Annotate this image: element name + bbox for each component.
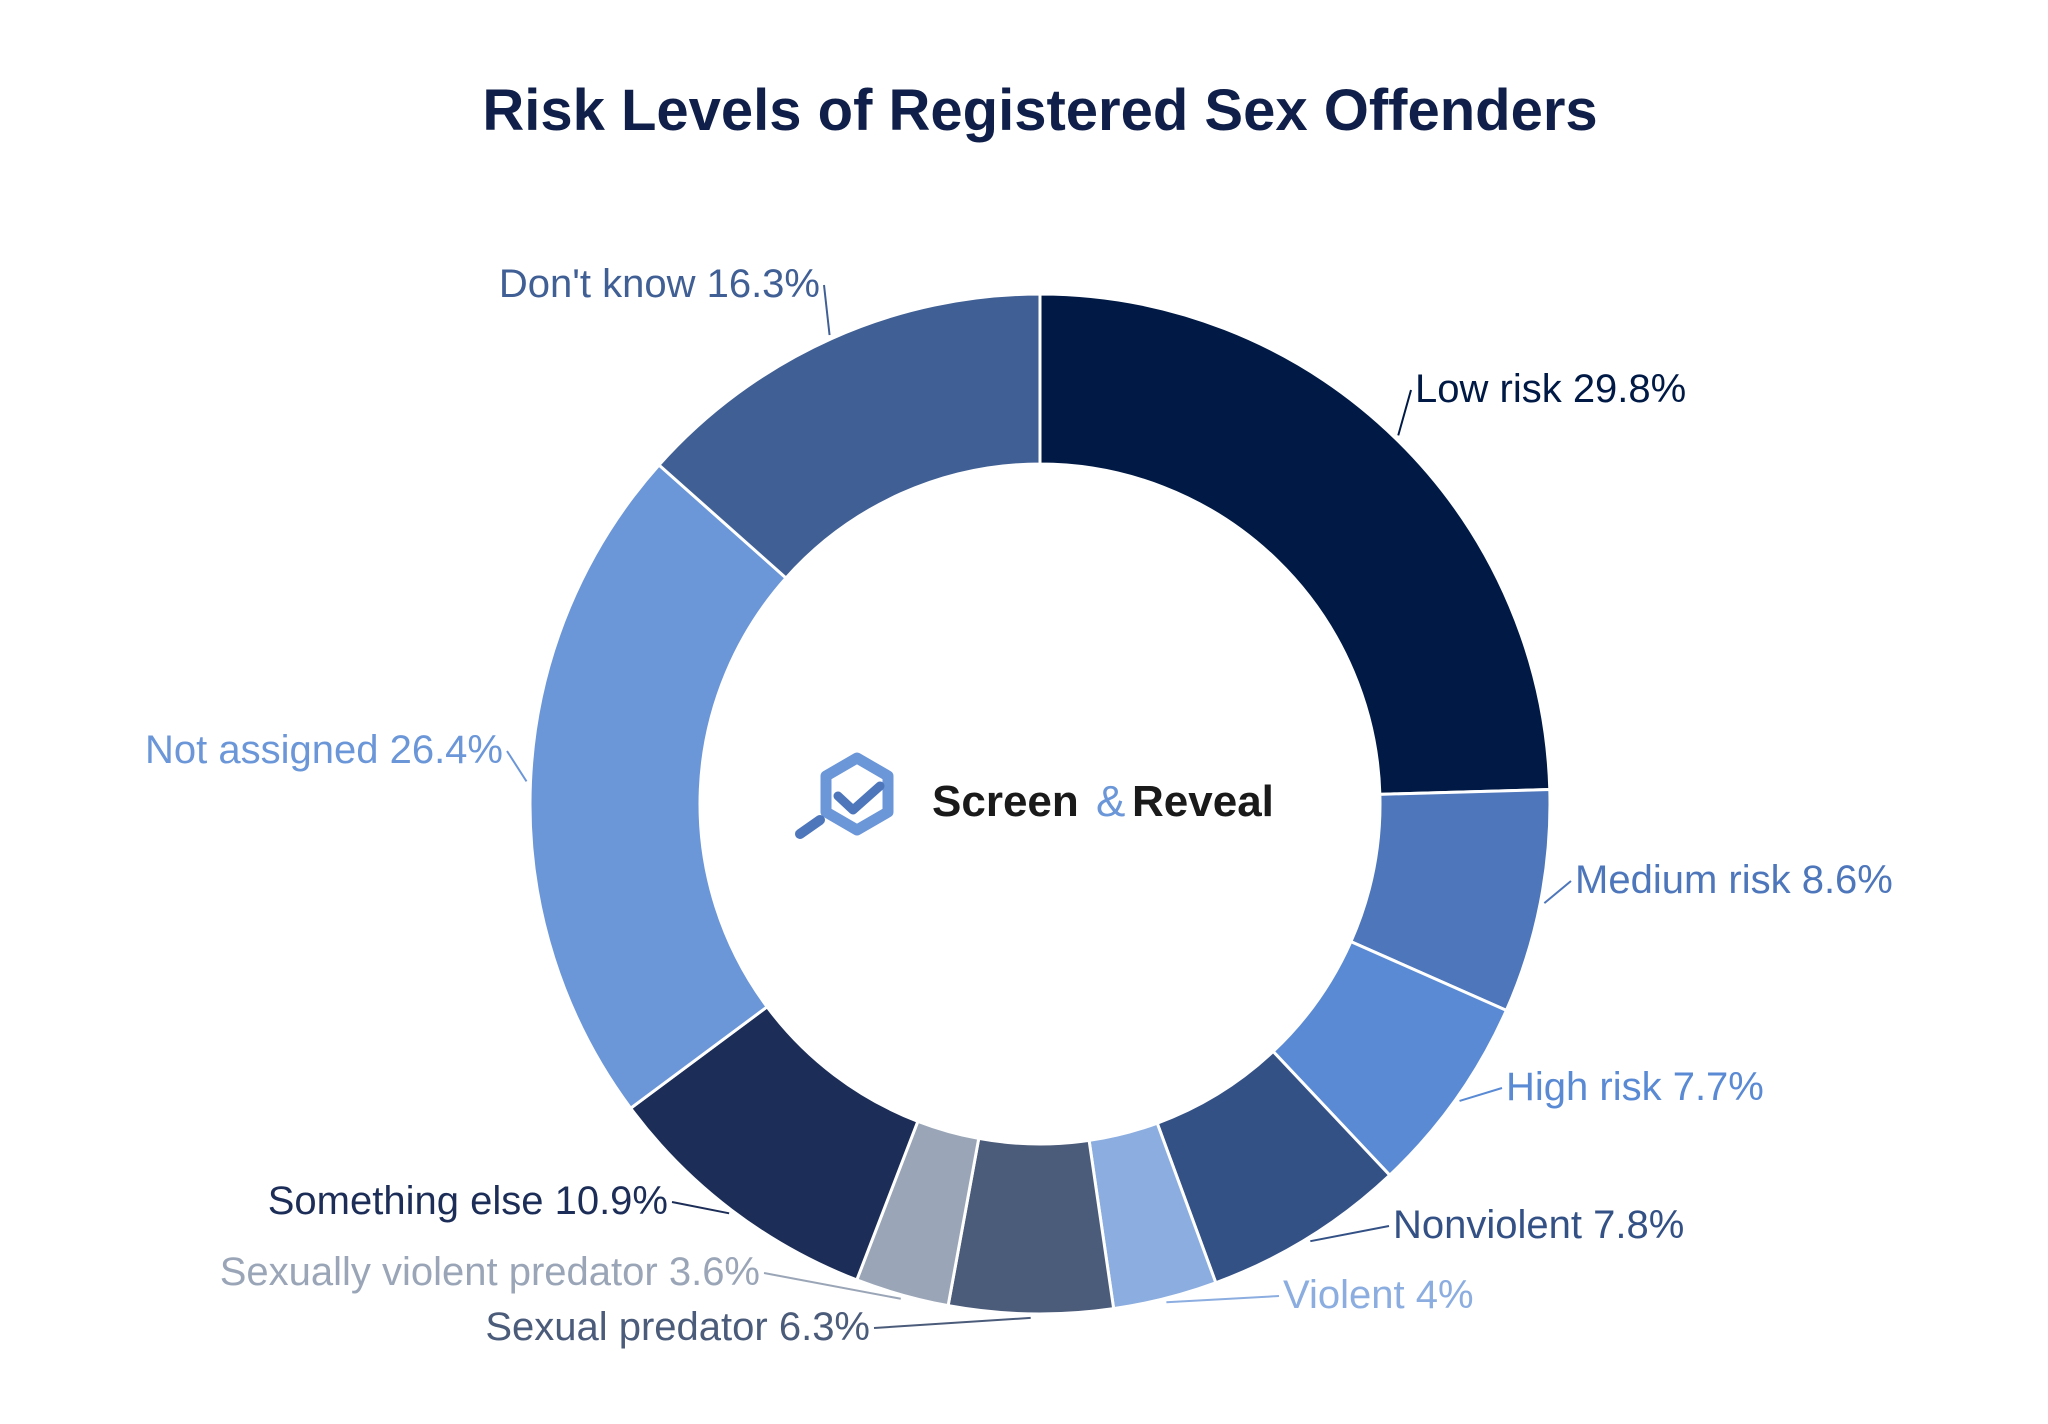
donut-slices (528, 292, 1552, 1316)
leader-line-not-assigned (506, 750, 528, 782)
leader-line-high-risk (1459, 1087, 1503, 1102)
label-sexually-violent-predator: Sexually violent predator 3.6% (220, 1250, 760, 1294)
label-leader-lines (506, 284, 1572, 1329)
label-medium-risk: Medium risk 8.6% (1575, 858, 1893, 902)
chart-title: Risk Levels of Registered Sex Offenders (482, 78, 1597, 143)
leader-line-nonviolent (1310, 1225, 1390, 1243)
slice-labels: Low risk 29.8% Medium risk 8.6% High risk … (145, 262, 1893, 1349)
leader-line-sexually-violent-predator (763, 1272, 901, 1300)
label-something-else: Something else 10.9% (268, 1179, 668, 1223)
leader-line-violent (1166, 1295, 1280, 1304)
brand-name-screen: Screen (932, 777, 1079, 826)
slice-don-t-know (656, 292, 1042, 581)
slice-low-risk (1038, 292, 1552, 796)
leader-line-something-else (671, 1201, 730, 1215)
magnifier-check-logo-icon (795, 752, 894, 839)
leader-line-sexual-predator (873, 1316, 1031, 1329)
label-don-t-know: Don't know 16.3% (499, 262, 820, 306)
brand-logo: Screen & Reveal (795, 752, 1274, 839)
leader-line-don-t-know (823, 284, 831, 336)
label-nonviolent: Nonviolent 7.8% (1393, 1203, 1684, 1247)
leader-line-medium-risk (1543, 880, 1572, 904)
leader-line-low-risk (1397, 389, 1412, 436)
slice-not-assigned (528, 462, 789, 1111)
label-sexual-predator: Sexual predator 6.3% (485, 1305, 870, 1349)
label-not-assigned: Not assigned 26.4% (145, 728, 503, 772)
label-low-risk: Low risk 29.8% (1415, 367, 1686, 411)
brand-name-reveal: Reveal (1132, 777, 1274, 826)
label-violent: Violent 4% (1283, 1273, 1474, 1317)
brand-name-ampersand: & (1096, 777, 1125, 826)
label-high-risk: High risk 7.7% (1506, 1065, 1764, 1109)
